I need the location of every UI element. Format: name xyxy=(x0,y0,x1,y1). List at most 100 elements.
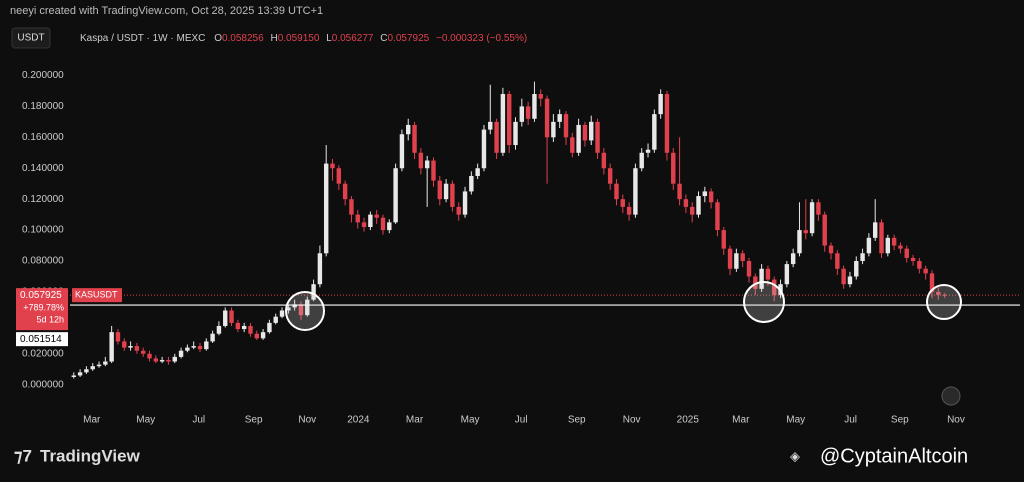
candle-body xyxy=(273,316,278,323)
candle-body xyxy=(910,257,916,262)
x-tick-label: Sep xyxy=(891,415,909,426)
y-tick-label: 0.160000 xyxy=(22,132,64,143)
candle-body xyxy=(500,94,506,153)
candle-body xyxy=(866,237,872,254)
candle-body xyxy=(134,346,140,351)
candle-body xyxy=(178,350,184,357)
y-tick-label: 0.100000 xyxy=(22,225,64,236)
candle-body xyxy=(652,114,657,150)
candle-body xyxy=(456,206,461,215)
candle-body xyxy=(696,196,701,215)
candle-body xyxy=(406,124,411,135)
candle-body xyxy=(563,114,569,138)
candle-body xyxy=(279,310,285,317)
candle-body xyxy=(475,168,480,176)
candle-body xyxy=(923,268,928,274)
x-tick-label: May xyxy=(461,415,480,426)
candle-body xyxy=(210,333,215,342)
candle-body xyxy=(298,304,304,316)
candle-body xyxy=(153,358,159,362)
c-key: C xyxy=(380,33,387,44)
currency-label[interactable]: USDT xyxy=(17,33,44,44)
candle-body xyxy=(708,191,714,203)
candle-body xyxy=(241,325,247,330)
candle-body xyxy=(904,248,909,258)
candle-body xyxy=(727,248,733,269)
candle-body xyxy=(462,191,468,215)
candle-body xyxy=(323,163,329,254)
candle-body xyxy=(488,121,493,130)
candle-body xyxy=(191,346,196,348)
replay-button[interactable] xyxy=(941,386,961,406)
candle-body xyxy=(248,325,253,334)
candle-body xyxy=(254,333,259,339)
candle-body xyxy=(494,121,499,153)
candle-body xyxy=(159,359,165,362)
candle-body xyxy=(854,261,859,277)
symbol: Kaspa / USDT · 1W · MEXC xyxy=(80,33,205,44)
candle-body xyxy=(418,152,424,169)
candle-body xyxy=(84,369,89,373)
candle-body xyxy=(639,152,644,169)
candle-body xyxy=(109,332,114,362)
y-tick-label: 0.000000 xyxy=(22,379,64,390)
candle-body xyxy=(96,364,102,367)
x-tick-label: Jul xyxy=(515,415,528,426)
currency-button[interactable] xyxy=(11,27,51,49)
candle-body xyxy=(746,261,752,277)
x-tick-label: Jul xyxy=(192,415,205,426)
highlight-circle xyxy=(743,281,785,323)
candle-body xyxy=(841,268,846,285)
candle-body xyxy=(90,366,95,370)
symbol-box xyxy=(72,288,122,303)
candle-body xyxy=(166,359,171,362)
x-tick-label: Mar xyxy=(406,415,424,426)
candle-body xyxy=(140,350,146,354)
candle-body xyxy=(532,94,537,119)
y-tick-label: 0.200000 xyxy=(22,70,64,81)
candle-body xyxy=(715,202,720,231)
candle-body xyxy=(204,341,209,350)
x-tick-label: Mar xyxy=(83,415,101,426)
candle-body xyxy=(601,152,607,169)
highlight-circle xyxy=(285,291,325,331)
handle-icon: ◈ xyxy=(790,448,800,463)
candle-body xyxy=(336,168,342,184)
candle-body xyxy=(740,253,745,262)
brand: TradingView xyxy=(40,446,141,465)
candle-body xyxy=(103,361,108,365)
candle-body xyxy=(292,304,297,308)
candle-body xyxy=(626,206,632,215)
y-tick-label: 0.120000 xyxy=(22,194,64,205)
highlight-circle xyxy=(926,284,962,320)
x-tick-label: Nov xyxy=(623,415,641,426)
candle-body xyxy=(368,214,373,227)
candle-body xyxy=(525,106,531,119)
candle-body xyxy=(412,124,417,153)
l-value: 0.056277 xyxy=(332,33,374,44)
candle-body xyxy=(305,299,310,316)
last-price: 0.057925 xyxy=(20,290,62,301)
candle-body xyxy=(891,237,897,246)
candle-body xyxy=(589,121,594,141)
candle-body xyxy=(544,98,550,138)
candle-body xyxy=(620,199,625,207)
candle-body xyxy=(172,356,177,362)
candle-body xyxy=(929,273,935,292)
candle-body xyxy=(645,149,651,153)
candle-body xyxy=(128,346,133,348)
y-tick-label: 0.140000 xyxy=(22,163,64,174)
candle-body xyxy=(399,134,405,169)
o-key: O xyxy=(214,33,222,44)
candle-body xyxy=(361,222,367,227)
candle-body xyxy=(469,175,474,192)
candle-body xyxy=(784,264,790,285)
candle-body xyxy=(570,137,575,153)
candle-body xyxy=(828,245,834,254)
candle-body xyxy=(267,322,272,333)
candle-body xyxy=(260,332,266,339)
x-tick-label: 2025 xyxy=(677,415,700,426)
candle-body xyxy=(380,217,386,231)
candle-body xyxy=(355,214,360,223)
candle-body xyxy=(759,268,764,289)
